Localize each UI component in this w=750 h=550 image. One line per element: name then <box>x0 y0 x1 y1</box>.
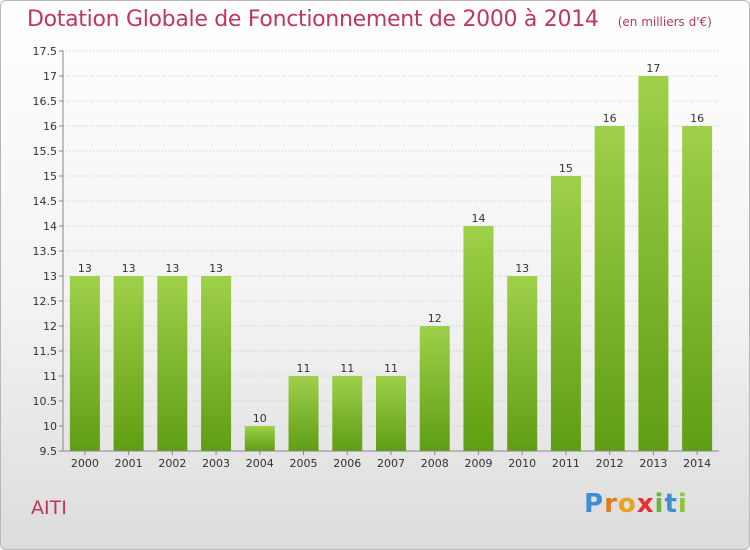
bar <box>463 226 494 451</box>
bar <box>69 276 100 451</box>
y-tick-label: 10 <box>43 420 57 433</box>
data-label: 13 <box>122 262 136 275</box>
y-tick-label: 10.5 <box>33 395 58 408</box>
x-tick-label: 2011 <box>552 457 580 470</box>
data-label: 17 <box>646 62 660 75</box>
bars: 13 13 13 13 10 11 11 11 12 14 13 15 16 17 16 <box>69 62 713 451</box>
chart-title: Dotation Globale de Fonctionnement de 20… <box>27 7 599 32</box>
y-tick-label: 13 <box>43 270 57 283</box>
x-tick-label: 2003 <box>202 457 230 470</box>
data-label: 13 <box>209 262 223 275</box>
x-tick-label: 2000 <box>71 457 99 470</box>
x-tick-label: 2002 <box>158 457 186 470</box>
y-tick-label: 15 <box>43 170 57 183</box>
data-label: 15 <box>559 162 573 175</box>
bar <box>682 126 713 451</box>
x-tick-label: 2014 <box>683 457 711 470</box>
bar <box>332 376 363 451</box>
chart-title-block: Dotation Globale de Fonctionnement de 20… <box>27 7 712 32</box>
bar <box>550 176 581 451</box>
bar <box>376 376 406 451</box>
bar <box>157 276 188 451</box>
x-tick-label: 2001 <box>115 457 143 470</box>
x-tick-label: 2005 <box>290 457 318 470</box>
bar <box>638 76 669 451</box>
data-label: 14 <box>471 212 485 225</box>
commune-name: AITI <box>31 497 67 519</box>
x-tick-label: 2004 <box>246 457 274 470</box>
y-tick-label: 17 <box>43 70 57 83</box>
data-label: 12 <box>428 312 442 325</box>
y-tick-label: 9.5 <box>40 445 58 458</box>
y-tick-label: 16.5 <box>33 95 58 108</box>
y-tick-label: 13.5 <box>33 245 58 258</box>
data-label: 13 <box>515 262 529 275</box>
y-tick-label: 12.5 <box>33 295 58 308</box>
bar <box>288 376 319 451</box>
bar <box>419 326 450 451</box>
x-tick-label: 2006 <box>333 457 361 470</box>
proxiti-logo: Proxiti <box>584 489 688 519</box>
y-tick-label: 12 <box>43 320 57 333</box>
data-label: 11 <box>297 362 311 375</box>
y-tick-label: 17.5 <box>33 45 58 58</box>
x-tick-label: 2008 <box>421 457 449 470</box>
data-label: 11 <box>340 362 354 375</box>
y-tick-label: 11 <box>43 370 57 383</box>
y-tick-label: 14.5 <box>33 195 58 208</box>
axes: 9.5 10 10.5 11 11.5 12 12.5 13 13.5 14 14.5 15 15.5 1… <box>33 45 719 470</box>
y-tick-label: 11.5 <box>33 345 58 358</box>
data-label: 13 <box>165 262 179 275</box>
data-label: 11 <box>384 362 398 375</box>
y-tick-label: 14 <box>43 220 57 233</box>
bar <box>244 426 275 451</box>
x-tick-label: 2012 <box>596 457 624 470</box>
bar <box>507 276 538 451</box>
bar <box>201 276 232 451</box>
data-label: 13 <box>78 262 92 275</box>
data-label: 16 <box>690 112 704 125</box>
data-label: 16 <box>603 112 617 125</box>
x-tick-label: 2010 <box>508 457 536 470</box>
bar <box>113 276 144 451</box>
x-tick-label: 2013 <box>639 457 667 470</box>
y-tick-label: 15.5 <box>33 145 58 158</box>
chart-unit: (en milliers d'€) <box>617 15 712 29</box>
bar <box>594 126 625 451</box>
y-tick-label: 16 <box>43 120 57 133</box>
data-label: 10 <box>253 412 267 425</box>
x-tick-label: 2007 <box>377 457 405 470</box>
x-tick-label: 2009 <box>464 457 492 470</box>
